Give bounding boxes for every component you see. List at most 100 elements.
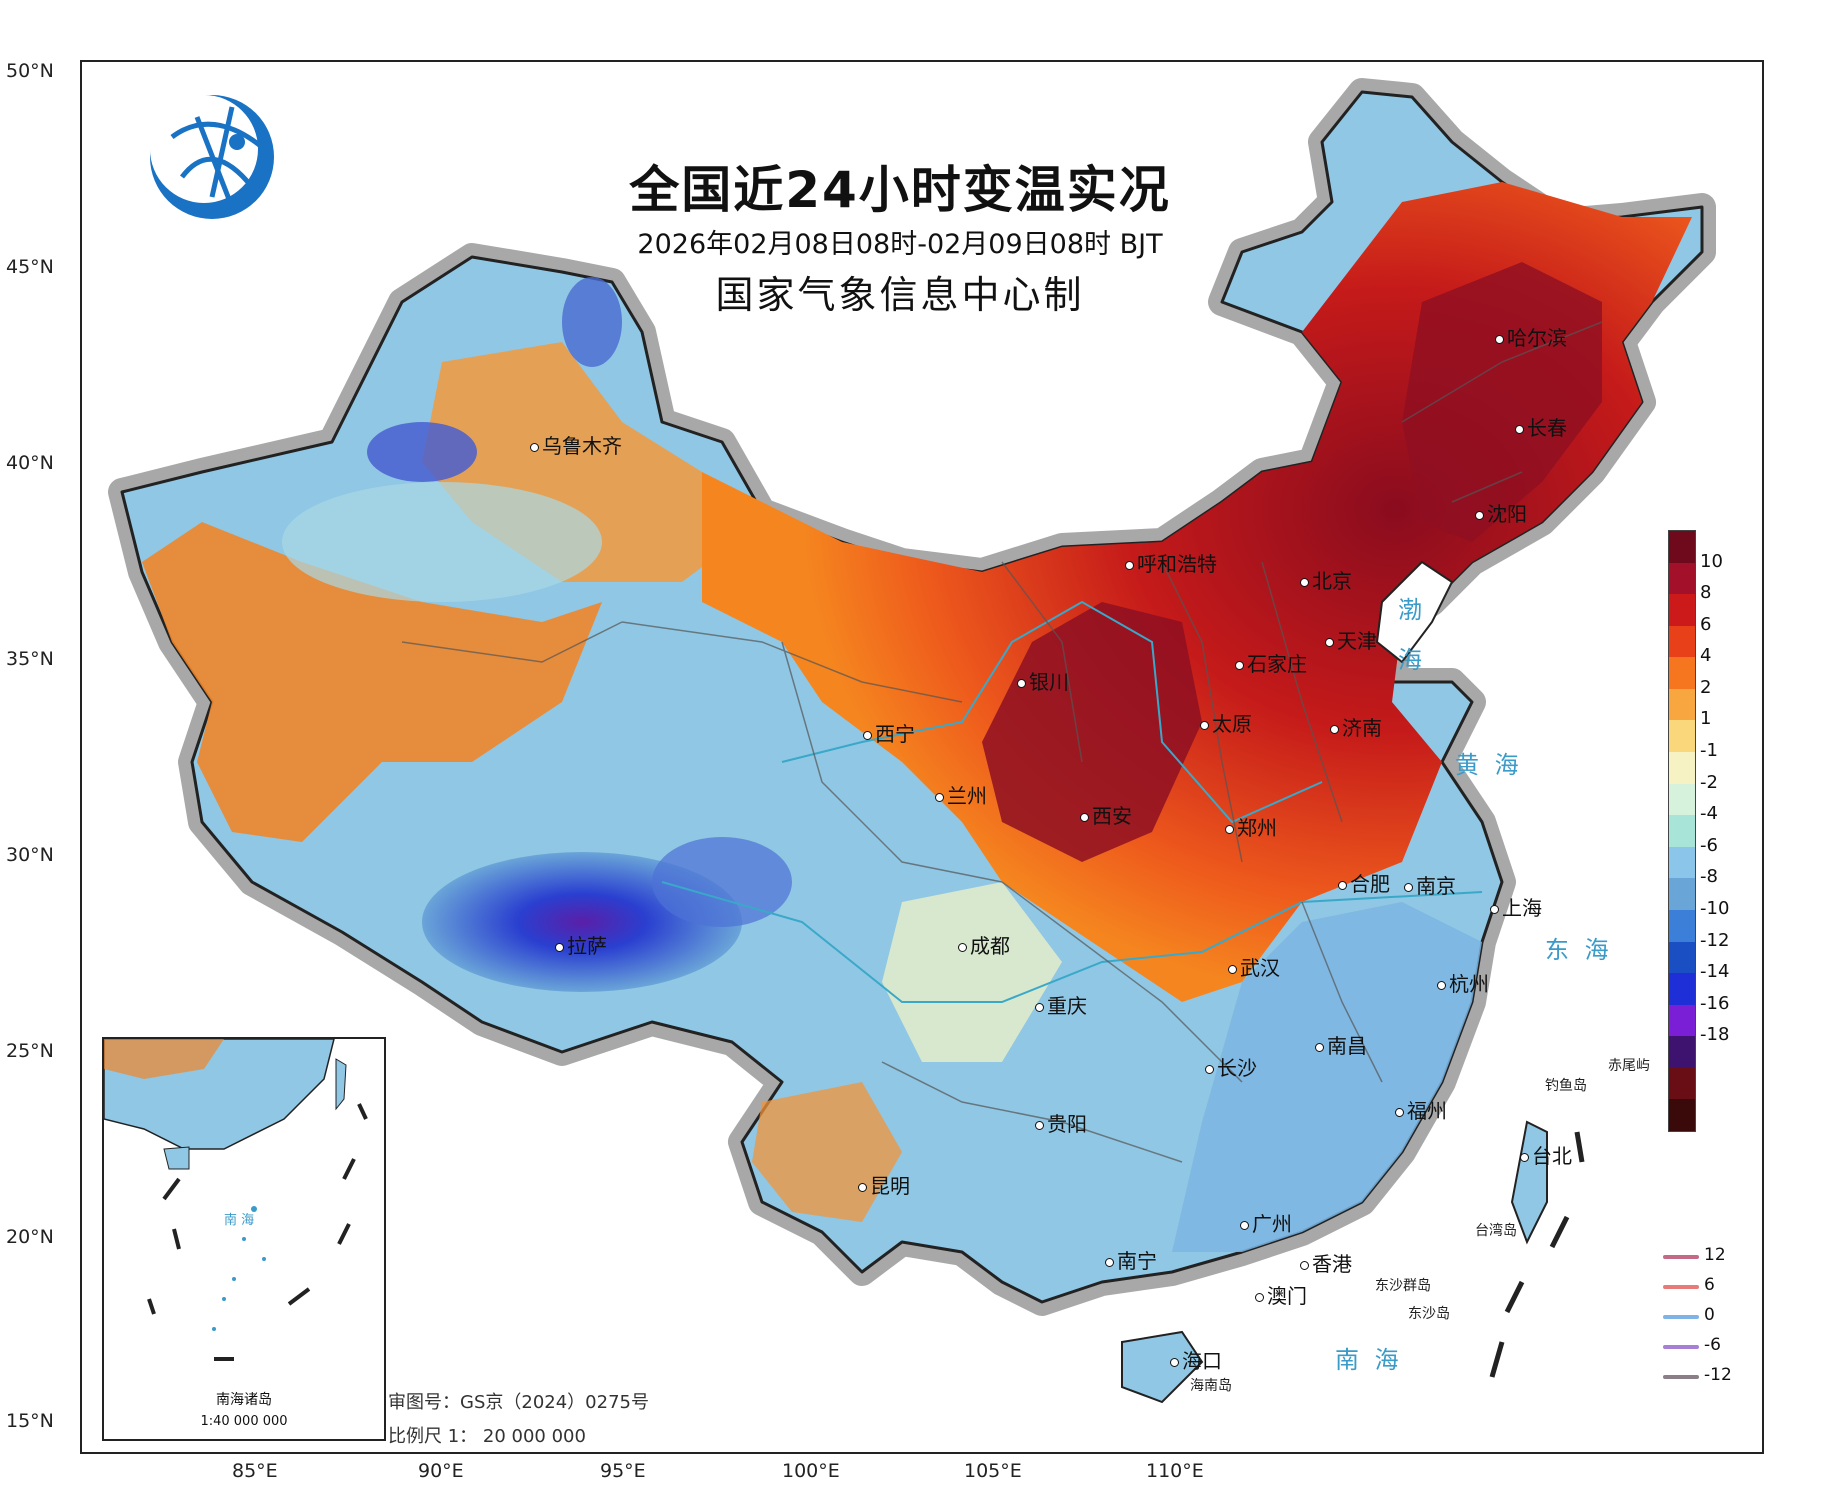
city-marker-icon [1035,1003,1044,1012]
city-label: 合肥 [1338,868,1390,897]
lat-label: 15°N [6,1410,54,1432]
city-marker-icon [1520,1153,1529,1162]
hainan-island [1121,1330,1204,1404]
city-marker-icon [1255,1293,1264,1302]
city-name: 石家庄 [1247,652,1307,676]
city-label: 武汉 [1228,952,1280,981]
city-name: 杭州 [1449,972,1489,996]
city-name: 长沙 [1217,1056,1257,1080]
city-label: 福州 [1395,1095,1447,1124]
isoline-label: -12 [1704,1365,1732,1385]
legend-color-band [1669,752,1695,785]
maritime-boundary [1489,1131,1585,1378]
city-name: 南京 [1416,874,1456,898]
city-marker-icon [1437,981,1446,990]
isoline-label: 0 [1704,1305,1715,1325]
city-name: 呼和浩特 [1137,552,1217,576]
lon-label: 110°E [1146,1460,1204,1482]
city-label: 南昌 [1315,1030,1367,1059]
city-marker-icon [1205,1065,1214,1074]
city-label: 拉萨 [555,930,607,959]
legend-tick-label: -6 [1700,834,1718,856]
legend-color-band [1669,1067,1695,1100]
city-marker-icon [1170,1358,1179,1367]
mild-region-sichuan [882,882,1062,1062]
legend-color-band [1669,1099,1695,1132]
legend-color-band [1669,846,1695,879]
legend-color-band [1669,1004,1695,1037]
cold-region-altai [562,277,622,367]
city-label: 乌鲁木齐 [530,430,622,459]
city-name: 澳门 [1267,1284,1307,1308]
temperature-color-legend [1668,530,1696,1132]
city-name: 福州 [1407,1099,1447,1123]
isoline-sample [1663,1285,1699,1289]
city-name: 哈尔滨 [1507,326,1567,350]
inset-map: 南 海 [104,1039,368,1361]
warm-region-west [142,522,602,842]
city-marker-icon [555,943,564,952]
legend-tick-label: 4 [1700,645,1712,667]
city-label: 南宁 [1105,1245,1157,1274]
city-name: 乌鲁木齐 [542,434,622,458]
hot-core-loess [982,602,1202,862]
city-label: 西宁 [863,718,915,747]
temperature-change-map [108,78,1716,1404]
lon-label: 85°E [232,1460,278,1482]
city-label: 重庆 [1035,990,1087,1019]
city-name: 广州 [1252,1212,1292,1236]
city-name: 西安 [1092,804,1132,828]
city-marker-icon [1105,1258,1114,1267]
map-producer: 国家气象信息中心制 [715,273,1085,317]
legend-tick-label: -12 [1700,929,1730,951]
legend-tick-label: -18 [1700,1024,1730,1046]
legend-tick-label: 1 [1700,708,1712,730]
city-name: 上海 [1502,896,1542,920]
city-name: 贵阳 [1047,1112,1087,1136]
isoline-sample [1663,1255,1699,1259]
city-name: 银川 [1029,670,1069,694]
city-name: 天津 [1337,629,1377,653]
sea-label: 渤 [1398,596,1426,624]
svg-text:南 海: 南 海 [224,1212,254,1228]
lat-label: 30°N [6,844,54,866]
legend-tick-label: -1 [1700,740,1718,762]
legend-color-band [1669,562,1695,595]
legend-tick-label: -10 [1700,897,1730,919]
isoline-label: -6 [1704,1335,1721,1355]
city-label: 海口 [1170,1345,1222,1374]
city-marker-icon [1330,725,1339,734]
city-name: 昆明 [870,1174,910,1198]
city-label: 广州 [1240,1208,1292,1237]
city-label: 长春 [1515,412,1567,441]
city-label: 南京 [1404,870,1456,899]
city-label: 呼和浩特 [1125,548,1217,577]
legend-tick-label: -4 [1700,803,1718,825]
city-marker-icon [1495,335,1504,344]
city-label: 香港 [1300,1248,1352,1277]
island-label: 海南岛 [1190,1378,1232,1394]
city-name: 成都 [970,934,1010,958]
city-name: 长春 [1527,416,1567,440]
city-label: 银川 [1017,666,1069,695]
city-name: 海口 [1182,1349,1222,1373]
legend-color-band [1669,657,1695,690]
sea-label: 东 海 [1545,936,1613,964]
legend-tick-label: 10 [1700,550,1723,572]
legend-tick-label: 8 [1700,582,1712,604]
city-label: 太原 [1200,708,1252,737]
province-boundaries [401,321,1603,1163]
map-title: 全国近24小时变温实况 [629,161,1171,219]
isoline-sample [1663,1375,1699,1379]
lat-label: 20°N [6,1226,54,1248]
map-subtitle: 2026年02月08日08时-02月09日08时 BJT [637,229,1163,260]
legend-color-band [1669,941,1695,974]
cold-region-tibet-east [652,837,792,927]
city-marker-icon [1395,1108,1404,1117]
inset-title: 南海诸岛 [216,1392,272,1408]
legend-color-band [1669,594,1695,627]
city-name: 合肥 [1350,872,1390,896]
city-label: 天津 [1325,625,1377,654]
legend-tick-label: 6 [1700,613,1712,635]
cold-region-tarim [282,482,602,602]
